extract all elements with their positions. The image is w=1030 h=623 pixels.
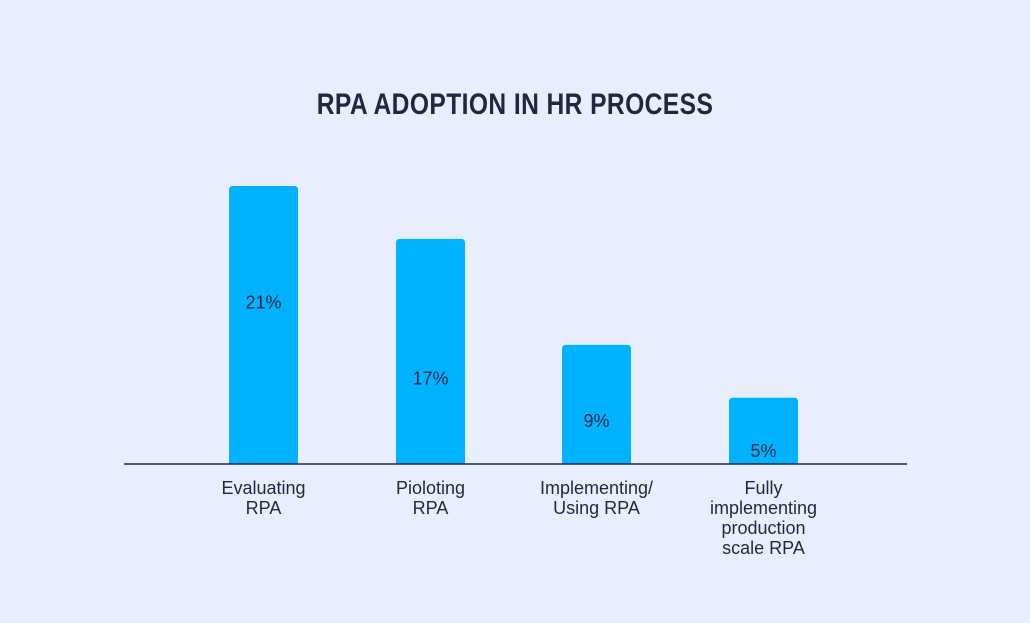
x-tick-label-line: implementing xyxy=(710,498,817,518)
value-labels-layer: 21% 17% 9% 5% xyxy=(245,293,776,461)
bar-value-label-3: 9% xyxy=(583,411,609,431)
bar-2 xyxy=(396,238,465,464)
bar-3 xyxy=(562,344,631,464)
x-tick-label-line: production xyxy=(721,518,805,538)
x-tick-label-line: Pioloting xyxy=(396,478,465,498)
bars-layer xyxy=(229,185,798,464)
x-tick-label-line: Using RPA xyxy=(553,498,640,518)
x-tick-label-3: Implementing/Using RPA xyxy=(540,478,653,518)
bar-1 xyxy=(229,185,298,464)
x-tick-label-line: Fully xyxy=(744,478,782,498)
x-tick-label-4: Fully implementing production scale RPA xyxy=(710,478,817,558)
x-tick-label-line: RPA xyxy=(413,498,449,518)
x-tick-label-1: Evaluating RPA xyxy=(221,478,305,518)
x-tick-label-line: Evaluating xyxy=(221,478,305,498)
bar-value-label-2: 17% xyxy=(412,368,448,388)
x-tick-label-line: scale RPA xyxy=(722,538,805,558)
bar-value-label-1: 21% xyxy=(245,293,281,313)
chart-title: RPA ADOPTION IN HR PROCESS xyxy=(316,88,714,121)
x-tick-label-line: RPA xyxy=(246,498,282,518)
bar-4 xyxy=(729,397,798,464)
x-tick-label-2: Pioloting RPA xyxy=(396,478,465,518)
x-tick-label-line: Implementing/ xyxy=(540,478,653,498)
bar-value-label-4: 5% xyxy=(750,441,776,461)
